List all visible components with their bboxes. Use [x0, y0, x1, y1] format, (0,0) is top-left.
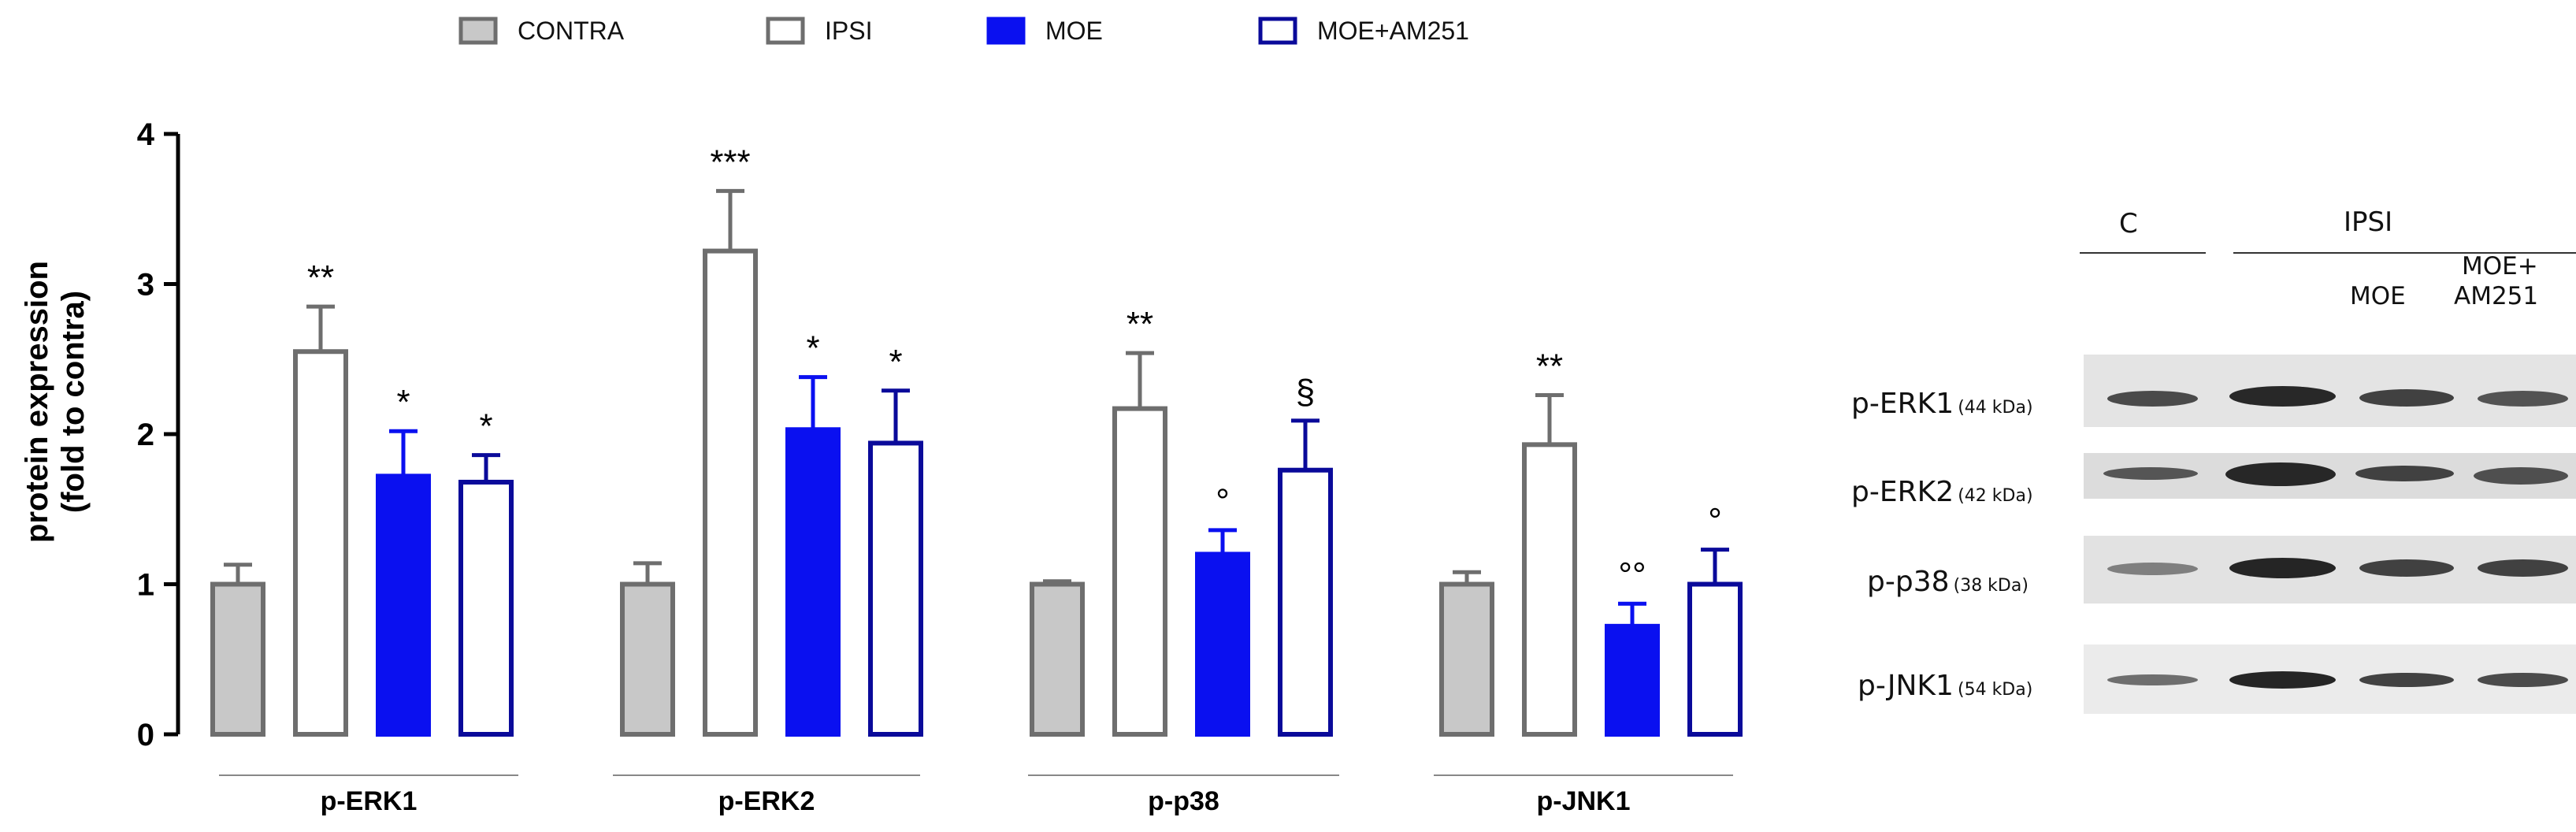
- bar-chart: CONTRA IPSI MOE MOE+AM251 0 1 2 3 4 protein exp…: [20, 17, 1743, 816]
- blot-row-name: p-ERK2: [1851, 476, 1954, 508]
- significance-label: *: [889, 343, 902, 381]
- category-label: p-ERK2: [718, 786, 815, 816]
- y-tick-label: 4: [137, 117, 155, 152]
- significance-label: **: [1536, 347, 1563, 385]
- category-axis: p-ERK1 p-ERK2 p-p38 p-JNK1: [219, 774, 1733, 816]
- blot-header-control-line: [2080, 252, 2206, 254]
- blot-band: [2359, 673, 2454, 687]
- blot-row-name: p-ERK1: [1851, 388, 1954, 420]
- blot-band: [2107, 563, 2198, 575]
- western-blot-panel: C IPSI MOE MOE+ AM251 p-ERK1 (44 kDa) p-…: [1828, 173, 2576, 832]
- significance-label: °°: [1618, 555, 1646, 594]
- significance-label: ***: [710, 143, 750, 181]
- bar-series: ***********°°°**§°: [210, 143, 1743, 737]
- blot-band: [2103, 467, 2198, 480]
- bar: [1522, 442, 1577, 737]
- legend-swatch: [1258, 17, 1297, 45]
- blot-strip-perk2: [2084, 453, 2576, 499]
- bar: [293, 349, 348, 737]
- bar: [1605, 623, 1660, 737]
- significance-label: °: [1708, 502, 1722, 540]
- blot-row-name: p-p38: [1867, 566, 1950, 598]
- blot-header-moe: MOE: [2350, 282, 2406, 310]
- blot-band: [2478, 673, 2568, 687]
- blot-band: [2225, 462, 2336, 486]
- bar: [1687, 581, 1743, 737]
- significance-label: §: [1296, 373, 1315, 411]
- blot-label-perk1: p-ERK1 (44 kDa): [1851, 388, 2033, 420]
- blot-band: [2355, 466, 2454, 481]
- blot-row-kda: (42 kDa): [1958, 486, 2033, 506]
- bar: [703, 248, 758, 737]
- blot-header-moe-am251-line1: MOE+: [2462, 252, 2538, 280]
- blot-band: [2107, 674, 2198, 685]
- blot-band: [2229, 558, 2336, 578]
- blot-strip-pjnk1: [2084, 644, 2576, 714]
- bar: [458, 479, 514, 737]
- bar: [868, 440, 923, 737]
- blot-strip-perk1: [2084, 355, 2576, 427]
- bar: [785, 427, 841, 737]
- bar: [1195, 552, 1250, 737]
- y-tick-label: 2: [137, 418, 154, 452]
- category-label: p-JNK1: [1536, 786, 1630, 816]
- legend-label: IPSI: [825, 17, 872, 45]
- category-label: p-p38: [1148, 786, 1219, 816]
- blot-row-kda: (44 kDa): [1958, 398, 2033, 418]
- y-axis: 0 1 2 3 4: [137, 117, 180, 752]
- significance-label: *: [806, 329, 819, 368]
- blot-label-perk2: p-ERK2 (42 kDa): [1851, 476, 2033, 508]
- legend: CONTRA IPSI MOE MOE+AM251: [458, 17, 1469, 45]
- bar: [210, 581, 265, 737]
- blot-header-ipsi-line: [2233, 252, 2576, 254]
- blot-band: [2474, 467, 2568, 485]
- significance-label: *: [396, 383, 410, 422]
- blot-label-pp38: p-p38 (38 kDa): [1867, 566, 2029, 598]
- significance-label: °: [1216, 482, 1230, 521]
- significance-label: **: [307, 258, 334, 297]
- blot-row-kda: (38 kDa): [1953, 576, 2029, 596]
- y-axis-label: protein expression: [20, 261, 54, 543]
- blot-band: [2478, 391, 2568, 407]
- y-tick-label: 1: [137, 568, 154, 603]
- category-label: p-ERK1: [321, 786, 418, 816]
- blot-band: [2229, 671, 2336, 689]
- y-tick-label: 3: [137, 268, 154, 303]
- blot-band: [2107, 391, 2198, 407]
- bar: [1439, 581, 1494, 737]
- blot-label-pjnk1: p-JNK1 (54 kDa): [1858, 670, 2032, 702]
- blot-row-kda: (54 kDa): [1958, 680, 2033, 700]
- y-axis-label-unit: (fold to contra): [56, 291, 91, 513]
- bar: [376, 474, 431, 737]
- legend-swatch: [766, 17, 805, 45]
- blot-band: [2359, 389, 2454, 407]
- bar: [1030, 581, 1085, 737]
- blot-band: [2359, 559, 2454, 577]
- legend-swatch: [986, 17, 1026, 45]
- legend-label: CONTRA: [518, 17, 625, 45]
- bar: [1112, 406, 1167, 737]
- blot-strip-pp38: [2084, 536, 2576, 604]
- blot-header-moe-am251-line2: AM251: [2454, 282, 2539, 310]
- blot-header-ipsi: IPSI: [2344, 206, 2393, 238]
- y-tick-label: 0: [137, 718, 154, 752]
- blot-band: [2229, 386, 2336, 407]
- blot-band: [2478, 559, 2568, 577]
- bar: [620, 581, 675, 737]
- significance-label: **: [1127, 305, 1153, 344]
- legend-label: MOE: [1045, 17, 1103, 45]
- significance-label: *: [479, 407, 492, 446]
- legend-label: MOE+AM251: [1317, 17, 1469, 45]
- blot-row-name: p-JNK1: [1858, 670, 1954, 702]
- bar: [1278, 467, 1333, 737]
- legend-swatch: [458, 17, 498, 45]
- blot-header-control: C: [2119, 208, 2138, 240]
